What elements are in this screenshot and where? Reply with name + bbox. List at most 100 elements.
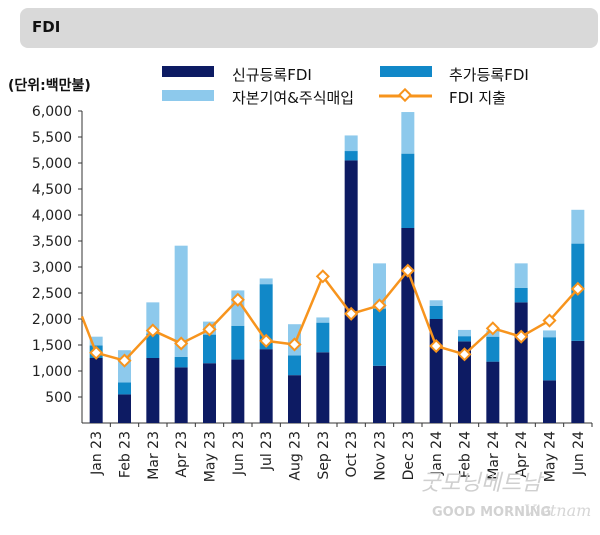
bar-segment <box>486 336 500 362</box>
x-tick-label: May 23 <box>203 431 219 482</box>
y-tick-label: 1,000 <box>32 364 72 380</box>
watermark: 굿모닝베트남 GOOD MORNING Vietnam <box>420 471 591 520</box>
disbursement-point <box>315 269 330 284</box>
x-tick-label: Jul 23 <box>259 431 275 471</box>
legend-label-add: 추가등록FDI <box>449 66 529 84</box>
x-tick-label: Feb 24 <box>458 431 474 478</box>
disbursement-point <box>174 336 189 351</box>
bar-segment <box>89 336 103 346</box>
y-tick-label: 1,500 <box>32 338 72 354</box>
y-tick-label: 3,500 <box>32 234 72 250</box>
bar-segment <box>316 352 330 423</box>
x-tick-label: Apr 24 <box>514 431 530 478</box>
bar-segment <box>543 380 556 423</box>
y-tick-label: 4,500 <box>32 182 72 198</box>
bar-segment <box>514 287 528 303</box>
bar-segment <box>203 363 216 423</box>
disbursement-point <box>514 329 529 344</box>
legend-label-disbursement: FDI 지출 <box>449 89 506 107</box>
disbursement-point <box>570 281 585 296</box>
x-tick-label: Oct 23 <box>344 431 360 477</box>
x-tick-label: Jan 24 <box>429 431 445 476</box>
bar-segment <box>344 135 358 152</box>
bar-segment <box>288 355 301 376</box>
watermark-brand-script: Vietnam <box>524 501 591 520</box>
bar-segment <box>514 263 528 288</box>
legend-label-new: 신규등록FDI <box>232 66 312 84</box>
bar-segment <box>458 329 471 337</box>
header-bar: FDI <box>20 8 598 48</box>
bar-segment <box>543 330 556 338</box>
legend: 신규등록FDI 추가등록FDI 자본기여&주식매입 FDI 지출 <box>162 66 529 107</box>
bar-segment <box>288 375 301 423</box>
x-tick-label: Sep 23 <box>316 431 332 480</box>
y-tick-label: 500 <box>45 390 72 406</box>
bar-segment <box>89 358 103 423</box>
bar-segment <box>174 356 188 368</box>
bar-segment <box>401 153 415 228</box>
watermark-script: 굿모닝베트남 <box>420 471 544 496</box>
y-tick-label: 5,000 <box>32 156 72 172</box>
bar-segment <box>429 300 443 306</box>
y-tick-label: 4,000 <box>32 208 72 224</box>
bar-segment <box>118 394 131 423</box>
bar-segment <box>146 302 160 334</box>
bar-segment <box>373 263 386 309</box>
disbursement-point <box>117 353 132 368</box>
bar-segment <box>486 361 500 423</box>
x-tick-label: Mar 24 <box>486 431 502 480</box>
bar-segment <box>543 337 556 381</box>
x-tick-label: Jan 23 <box>89 431 105 476</box>
bar-segment <box>259 284 273 350</box>
bar-segment <box>316 322 330 353</box>
x-tick-label: Jun 23 <box>231 431 247 476</box>
disbursement-point <box>429 338 444 354</box>
bar-segment <box>373 365 386 423</box>
x-tick-label: Mar 23 <box>146 431 162 480</box>
legend-swatch-marker <box>397 87 413 103</box>
disbursement-point <box>457 347 472 362</box>
bar-segment <box>259 349 273 423</box>
x-tick-label: Jun 24 <box>571 431 587 476</box>
y-tick-label: 2,000 <box>32 312 72 328</box>
bar-segment <box>429 306 443 319</box>
y-tick-label: 3,000 <box>32 260 72 276</box>
legend-swatch-add <box>380 66 432 77</box>
bar-segment <box>571 340 585 423</box>
x-tick-label: Dec 23 <box>401 431 417 480</box>
disbursement-point <box>400 263 415 278</box>
legend-swatch-new <box>162 66 214 77</box>
bar-segment <box>344 160 358 423</box>
disbursement-point <box>89 345 104 360</box>
y-tick-label: 2,500 <box>32 286 72 302</box>
disbursement-point <box>202 322 217 337</box>
bar-segment <box>401 112 415 154</box>
bar-segment <box>458 341 471 423</box>
unit-label: (단위:백만불) <box>8 77 91 94</box>
bar-segment <box>118 382 131 395</box>
legend-label-capital: 자본기여&주식매입 <box>232 89 354 107</box>
bar-segment <box>316 317 330 323</box>
bar-segment <box>174 245 188 357</box>
bar-segment <box>146 333 160 358</box>
bar-segment <box>203 334 216 364</box>
disbursement-point <box>542 313 557 328</box>
disbursement-point <box>230 292 245 307</box>
bar-segment <box>231 325 245 360</box>
bar-segment <box>373 308 386 366</box>
bar-segment <box>344 151 358 161</box>
legend-swatch-capital <box>162 90 214 101</box>
disbursement-point <box>145 323 160 338</box>
x-tick-label: Apr 23 <box>174 431 190 477</box>
disbursement-point <box>259 333 274 348</box>
bar-segment <box>514 302 528 423</box>
bar-segment <box>174 367 188 423</box>
bar-segment <box>146 358 160 423</box>
bar-segment <box>458 336 471 342</box>
y-tick-label: 5,500 <box>32 130 72 146</box>
y-tick-label: 6,000 <box>32 104 72 120</box>
disbursement-point <box>287 337 302 352</box>
x-tick-label: May 24 <box>543 431 559 482</box>
x-tick-label: Nov 23 <box>373 431 389 481</box>
